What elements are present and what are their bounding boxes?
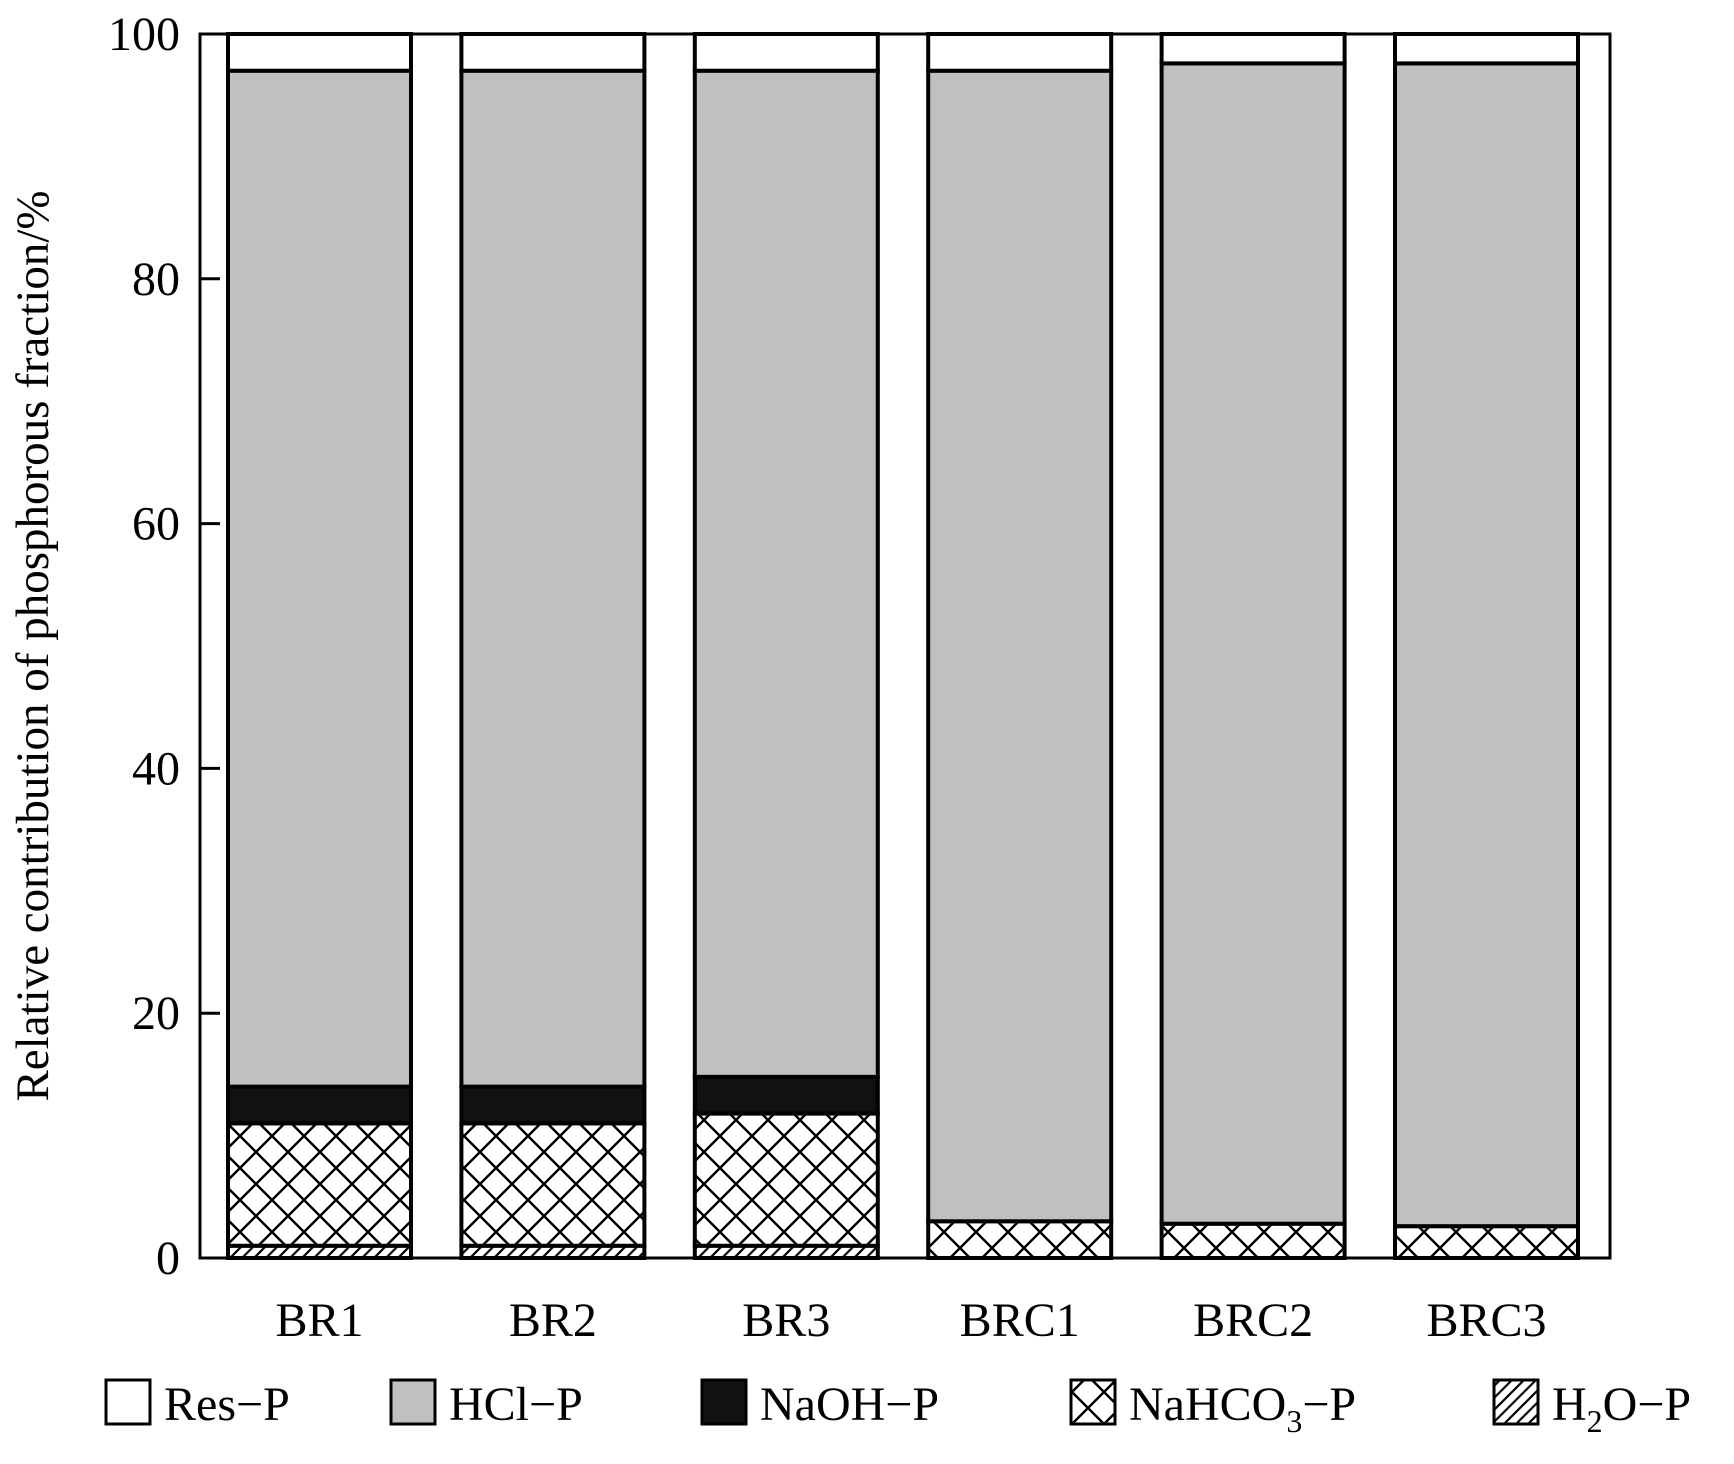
x-tick-label-brc1: BRC1	[960, 1294, 1080, 1347]
bar-segment-brc1-res-p	[926, 32, 1114, 73]
bar-segment-br3-res-p	[692, 32, 880, 73]
legend-item-res-p: Res−P	[104, 1378, 290, 1431]
bar-segment-br3-nahco3-p	[692, 1111, 880, 1248]
x-axis-labels: BR1 BR2 BR3 BRC1 BRC2 BRC3	[275, 1294, 1546, 1347]
bar-segment-br1-hcl-p	[226, 68, 413, 1089]
bar-segment-br2-res-p	[459, 32, 647, 73]
legend-swatch-nahco3-p	[1069, 1378, 1117, 1426]
y-tick-label-80: 80	[132, 253, 180, 306]
bar-segment-br1-naoh-p	[226, 1084, 413, 1126]
x-tick-label-brc2: BRC2	[1193, 1294, 1313, 1347]
bar-segment-brc2-nahco3-p	[1159, 1221, 1347, 1261]
bar-segment-brc2-res-p	[1159, 32, 1347, 66]
legend-item-hcl-p: HCl−P	[389, 1378, 583, 1431]
legend-swatch-hcl-p	[389, 1378, 437, 1426]
legend-swatch-naoh-p	[700, 1378, 748, 1426]
bar-segment-br1-res-p	[226, 32, 413, 73]
bar-segment-brc2-hcl-p	[1159, 61, 1347, 1226]
y-axis: 0 20 40 60 80 100	[108, 8, 220, 1285]
bar-segment-br3-hcl-p	[692, 68, 880, 1079]
bar-segment-br2-nahco3-p	[459, 1121, 647, 1248]
x-tick-label-br2: BR2	[509, 1294, 597, 1347]
bar-segment-br1-nahco3-p	[226, 1121, 413, 1248]
legend-label-hcl-p: HCl−P	[449, 1378, 583, 1431]
bar-segment-brc3-nahco3-p	[1393, 1224, 1580, 1261]
y-tick-label-40: 40	[132, 742, 180, 795]
bar-segment-brc1-nahco3-p	[926, 1219, 1114, 1261]
y-axis-label: Relative contribution of phosphorous fra…	[7, 190, 59, 1101]
legend-label-h2o-p: H2O−P	[1552, 1378, 1691, 1439]
plot-frame	[198, 32, 1612, 1260]
legend-swatch-res-p	[104, 1378, 152, 1426]
bar-segment-brc3-res-p	[1393, 32, 1580, 66]
legend: Res−P HCl−P NaOH−P NaHCO3−P H2O−P	[104, 1378, 1691, 1439]
y-tick-label-0: 0	[156, 1232, 180, 1285]
x-tick-label-br3: BR3	[742, 1294, 830, 1347]
x-tick-label-br1: BR1	[275, 1294, 363, 1347]
y-tick-label-100: 100	[108, 8, 180, 61]
bars-layer	[226, 32, 1580, 1261]
legend-label-nahco3-p: NaHCO3−P	[1129, 1378, 1356, 1439]
legend-swatch-h2o-p	[1492, 1378, 1540, 1426]
legend-label-res-p: Res−P	[164, 1378, 290, 1431]
bar-segment-br2-hcl-p	[459, 68, 647, 1089]
legend-item-nahco3-p: NaHCO3−P	[1069, 1378, 1356, 1439]
bar-segment-brc3-hcl-p	[1393, 61, 1580, 1229]
legend-item-naoh-p: NaOH−P	[700, 1378, 939, 1431]
bar-segment-br2-naoh-p	[459, 1084, 647, 1126]
y-tick-label-60: 60	[132, 498, 180, 551]
bar-segment-br3-naoh-p	[692, 1074, 880, 1116]
bar-segment-brc1-hcl-p	[926, 68, 1114, 1224]
legend-label-naoh-p: NaOH−P	[760, 1378, 939, 1431]
x-tick-label-brc3: BRC3	[1426, 1294, 1546, 1347]
legend-item-h2o-p: H2O−P	[1492, 1378, 1691, 1439]
y-tick-label-20: 20	[132, 987, 180, 1040]
